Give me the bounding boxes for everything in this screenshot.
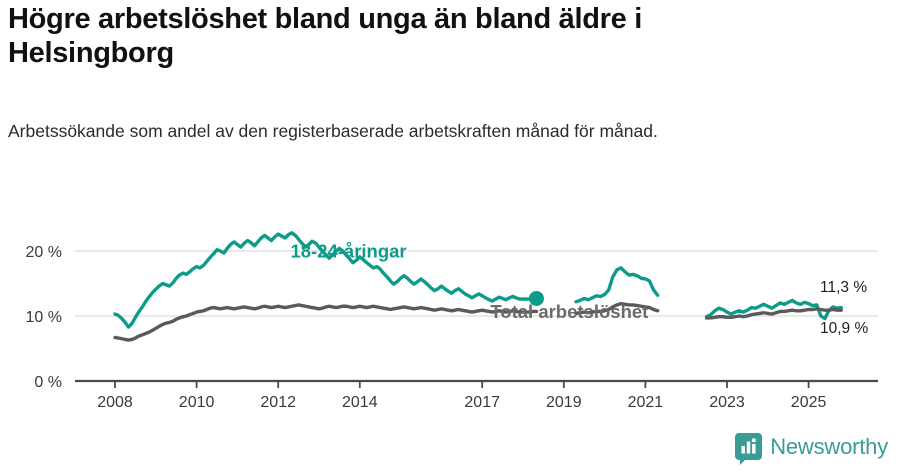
x-tick-label: 2010 [179, 394, 215, 411]
series-end-markers [528, 290, 544, 306]
x-tick-label: 2025 [791, 394, 827, 411]
series-line [704, 307, 843, 320]
x-tick-label: 2017 [464, 394, 500, 411]
page-subtitle: Arbetssökande som andel av den registerb… [8, 121, 658, 141]
x-tick-label: 2023 [709, 394, 745, 411]
series-line [113, 231, 539, 329]
y-axis-tick-labels: 0 % 10 % 20 % [26, 244, 62, 391]
x-tick-label: 2008 [97, 394, 133, 411]
end-value-labels: 11,3 % 10,9 % [820, 279, 868, 337]
young-end-value-label: 11,3 % [820, 279, 867, 296]
series-inline-labels: 18-24-åringar Total arbetslöshet [290, 241, 648, 322]
x-tick-label: 2012 [260, 394, 296, 411]
bar-chart-bubble-icon [735, 433, 763, 465]
logo-wordmark: Newsworthy [770, 433, 888, 459]
y-tick-label: 20 % [26, 244, 62, 261]
x-axis [75, 379, 878, 388]
data-series-lines [113, 231, 843, 342]
series-line [574, 266, 660, 304]
x-tick-label: 2014 [342, 394, 378, 411]
y-tick-label: 10 % [26, 309, 62, 326]
x-tick-label: 2019 [546, 394, 582, 411]
logo-bars-icon [741, 438, 756, 454]
newsworthy-logo[interactable]: Newsworthy [735, 433, 888, 465]
x-tick-label: 2021 [628, 394, 664, 411]
series-end-marker [528, 290, 544, 306]
chart-container: 0 % 10 % 20 % 2008 2010 2012 2014 2017 2019 2021… [0, 200, 900, 415]
line-chart: 0 % 10 % 20 % 2008 2010 2012 2014 2017 2019 2021… [26, 231, 878, 411]
series-line [574, 301, 660, 316]
page-title: Högre arbetslöshet bland unga än bland ä… [8, 3, 650, 69]
chart-footer: Newsworthy [0, 425, 900, 474]
series-line [113, 303, 539, 342]
series-inline-label: Total arbetslöshet [490, 301, 648, 322]
total-end-value-label: 10,9 % [820, 320, 868, 337]
series-inline-label: 18-24-åringar [290, 241, 406, 262]
y-tick-label: 0 % [34, 374, 62, 391]
x-axis-tick-labels: 2008 2010 2012 2014 2017 2019 2021 2023 2025 [97, 394, 826, 411]
